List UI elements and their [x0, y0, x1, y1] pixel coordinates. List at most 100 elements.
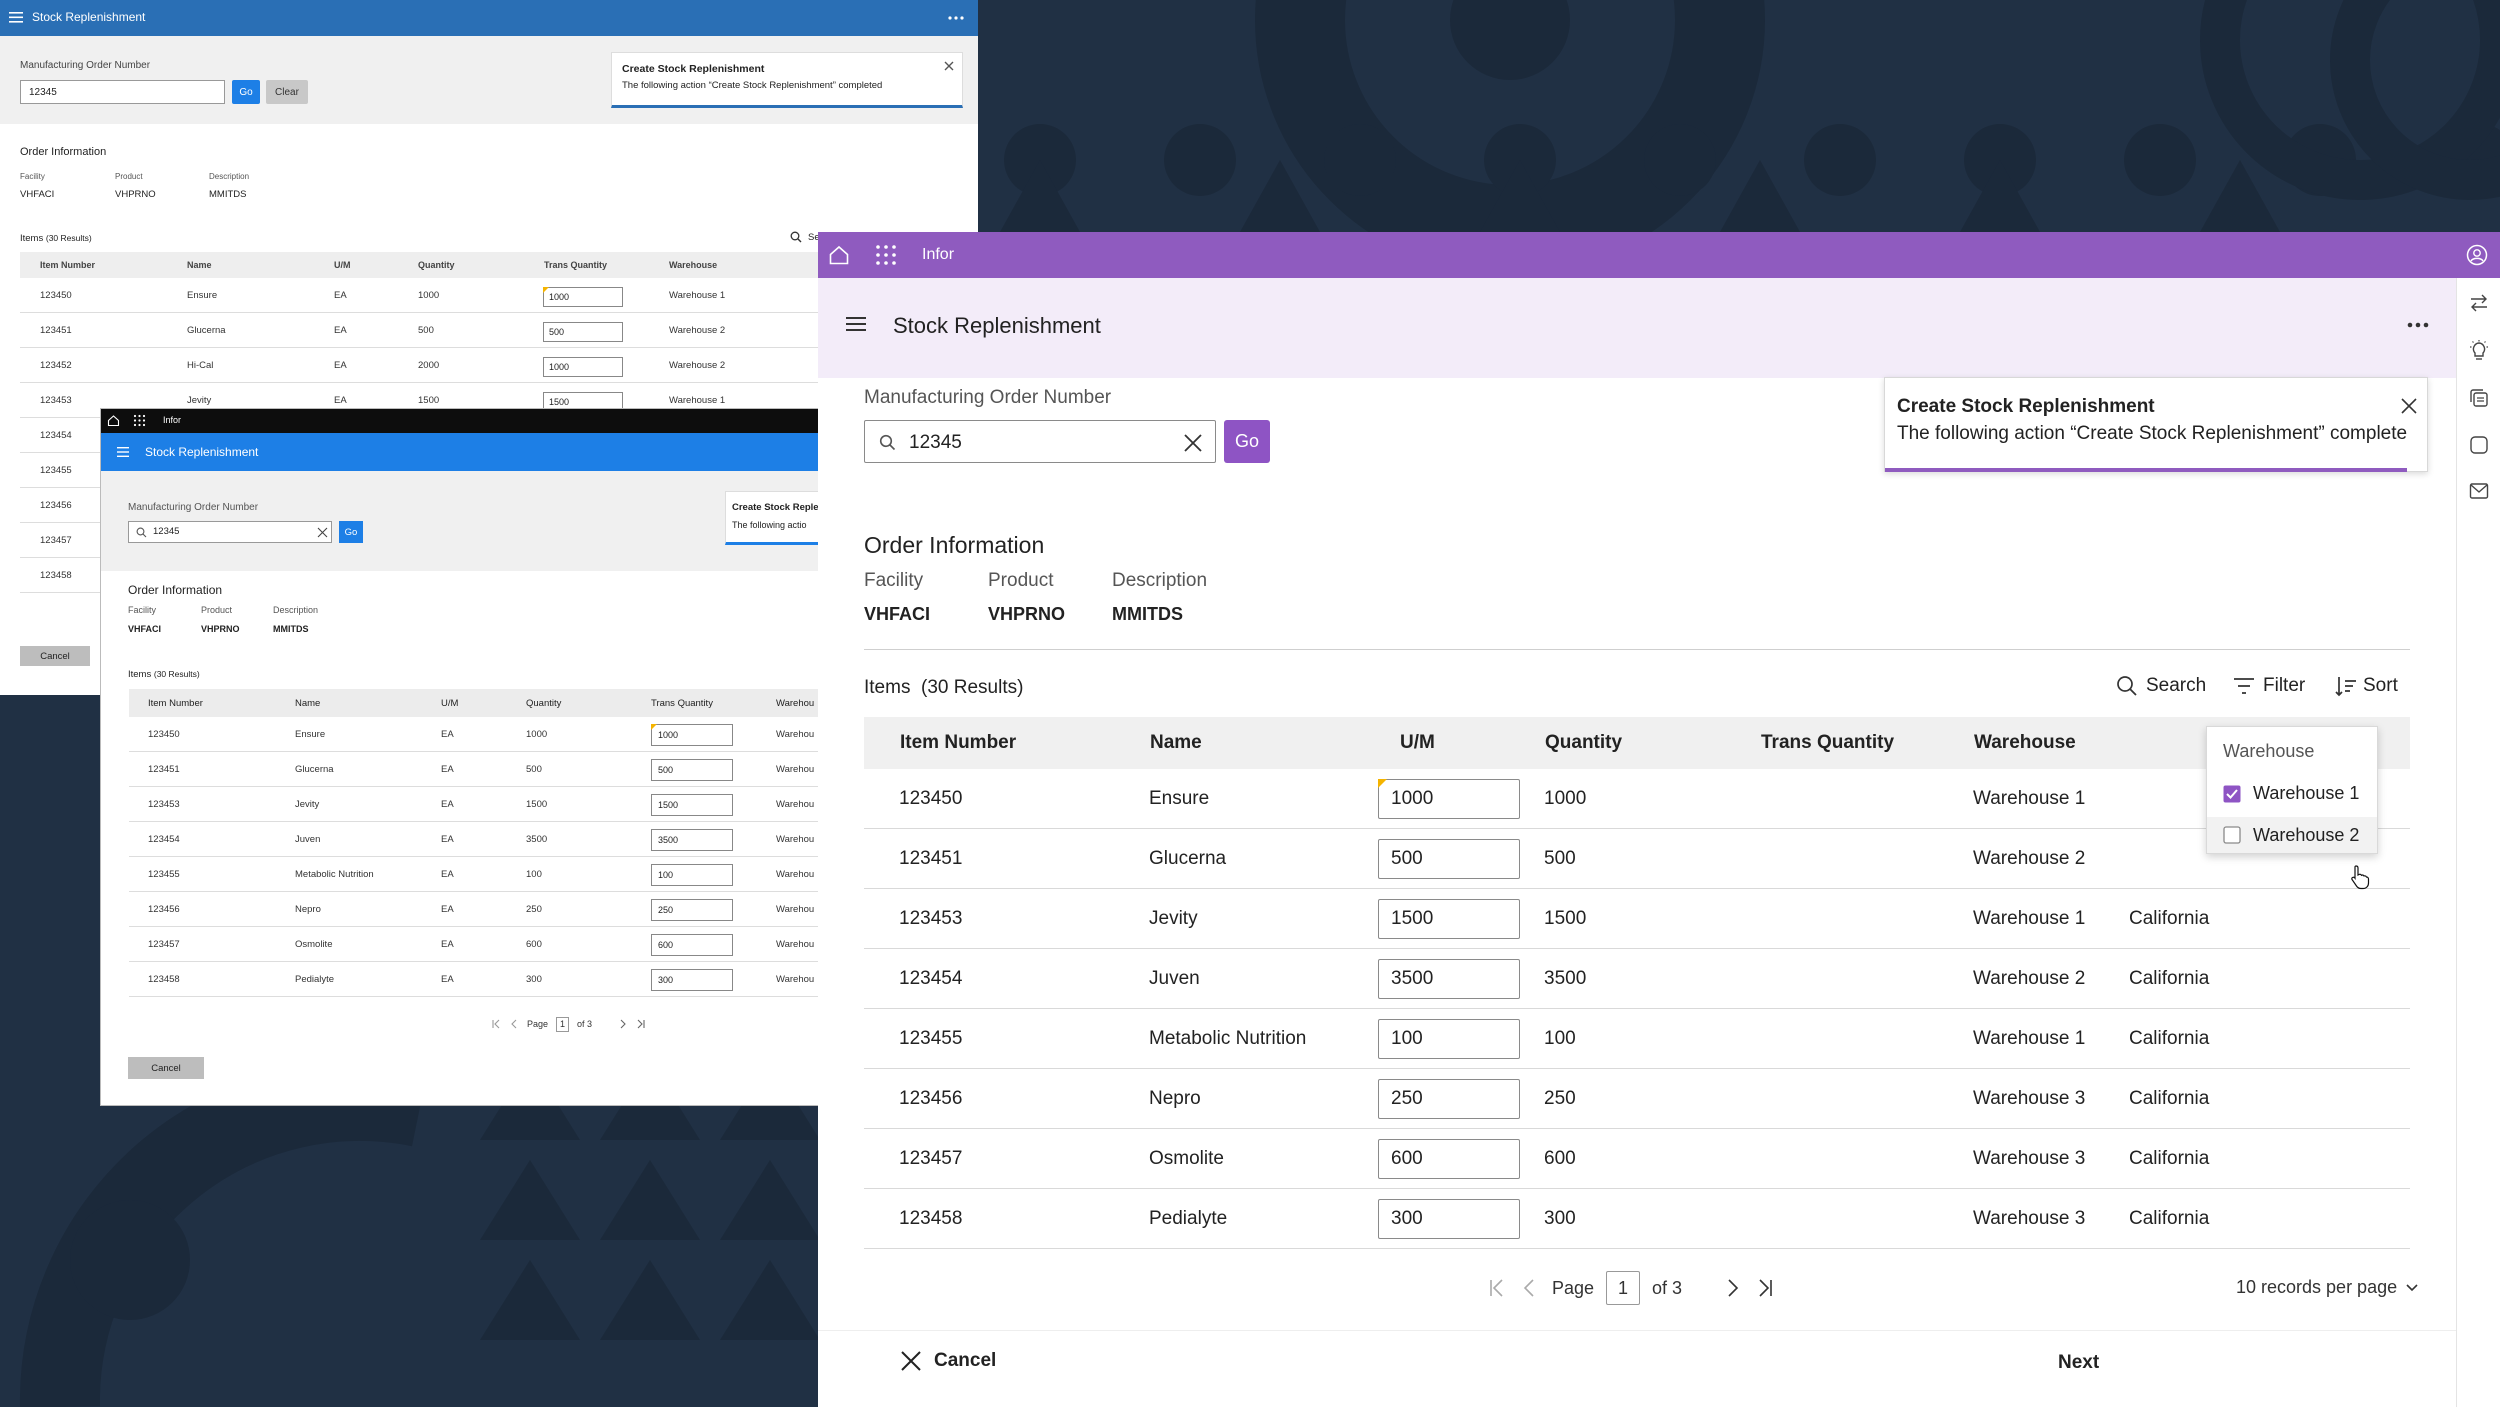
first-page-icon[interactable]	[491, 1019, 501, 1029]
cancel-button[interactable]: Cancel	[128, 1057, 204, 1079]
search-button[interactable]: Se	[790, 231, 820, 243]
col-name: Name	[187, 260, 212, 270]
trans-quantity-input[interactable]: 600	[1378, 1139, 1520, 1179]
menu-icon[interactable]	[846, 316, 866, 332]
cell-name: Juven	[295, 834, 321, 845]
copy-icon[interactable]	[2469, 388, 2489, 408]
cell-name: Ensure	[187, 290, 218, 301]
trans-quantity-input[interactable]: 1000	[543, 287, 623, 307]
search-icon	[136, 527, 147, 538]
apps-icon[interactable]	[133, 414, 146, 427]
trans-quantity-input[interactable]: 1000	[543, 357, 623, 377]
page-title: Stock Replenishment	[893, 313, 1101, 338]
trans-quantity-input[interactable]: 1500	[1378, 899, 1520, 939]
home-icon[interactable]	[828, 244, 850, 266]
go-button[interactable]: Go	[339, 521, 363, 543]
lightbulb-icon[interactable]	[2469, 340, 2489, 362]
checkbox-icon[interactable]	[2223, 826, 2241, 844]
cell-um: EA	[334, 395, 347, 406]
description-label: Description	[273, 605, 319, 615]
home-icon[interactable]	[107, 414, 120, 427]
window-middle: Infor Stock Replenishment Manufacturing …	[100, 408, 820, 1106]
trans-quantity-input[interactable]: 500	[543, 322, 623, 342]
portal-header: Infor	[818, 232, 2500, 278]
cell-item: 123456	[40, 500, 72, 511]
page-input[interactable]: 1	[556, 1016, 570, 1032]
records-per-page[interactable]: 10 records per page	[2236, 1277, 2419, 1298]
cell-warehouse: Warehouse 2	[1973, 968, 2086, 989]
filter-option-warehouse-1[interactable]: Warehouse 1	[2223, 783, 2359, 804]
user-icon[interactable]	[2466, 244, 2488, 266]
filter-option-warehouse-2[interactable]: Warehouse 2	[2207, 817, 2377, 853]
footer-divider	[818, 1330, 2456, 1331]
swap-icon[interactable]	[2469, 294, 2489, 312]
cell-item: 123456	[899, 1088, 963, 1109]
chat-icon[interactable]	[2469, 435, 2489, 455]
trans-quantity-input[interactable]: 100	[1378, 1019, 1520, 1059]
trans-quantity-input[interactable]: 300	[1378, 1199, 1520, 1239]
cell-name: Pedialyte	[1149, 1208, 1228, 1229]
order-number-input[interactable]: 12345	[864, 420, 1216, 463]
trans-quantity-input[interactable]: 250	[1378, 1079, 1520, 1119]
trans-quantity-input[interactable]: 600	[651, 934, 733, 956]
cell-item: 123451	[40, 325, 72, 336]
sort-button[interactable]: Sort	[2335, 675, 2398, 697]
toast: Create Stock Replenishment The following…	[1884, 377, 2428, 472]
toast-title: Create Stock Replenishment	[622, 63, 765, 75]
go-button[interactable]: Go	[232, 80, 260, 104]
checkbox-icon[interactable]	[2223, 785, 2241, 803]
cell-qty: 300	[1544, 1208, 1576, 1229]
trans-quantity-input[interactable]: 3500	[1378, 959, 1520, 999]
cell-item: 123458	[899, 1208, 963, 1229]
trans-quantity-input[interactable]: 1500	[651, 794, 733, 816]
more-icon[interactable]	[2407, 322, 2429, 328]
close-icon[interactable]	[317, 527, 328, 538]
clear-button[interactable]: Clear	[266, 80, 308, 104]
cell-name: Glucerna	[295, 764, 334, 775]
table-row: 123457 Osmolite EA 600 600 Warehou	[129, 927, 819, 962]
next-page-icon[interactable]	[1726, 1278, 1740, 1298]
cell-item: 123457	[899, 1148, 963, 1169]
mail-icon[interactable]	[2469, 482, 2489, 500]
trans-quantity-input[interactable]: 1000	[651, 724, 733, 746]
menu-icon[interactable]	[9, 11, 23, 23]
trans-quantity-input[interactable]: 250	[651, 899, 733, 921]
search-button[interactable]: Search	[2116, 675, 2206, 697]
filter-button[interactable]: Filter	[2233, 675, 2305, 697]
close-icon[interactable]	[944, 61, 954, 71]
page-input[interactable]: 1	[1606, 1271, 1641, 1305]
cell-item: 123450	[148, 729, 180, 740]
next-page-icon[interactable]	[618, 1019, 628, 1029]
trans-quantity-input[interactable]: 100	[651, 864, 733, 886]
order-number-input[interactable]: 12345	[20, 80, 225, 104]
cell-qty: 500	[526, 764, 542, 775]
next-button[interactable]: Next	[2058, 1352, 2100, 1373]
last-page-icon[interactable]	[636, 1019, 646, 1029]
trans-quantity-input[interactable]: 1000	[1378, 779, 1520, 819]
apps-icon[interactable]	[875, 244, 897, 266]
trans-quantity-input[interactable]: 500	[651, 759, 733, 781]
first-page-icon[interactable]	[1488, 1278, 1506, 1298]
close-icon[interactable]	[1183, 433, 1203, 453]
prev-page-icon[interactable]	[1522, 1278, 1536, 1298]
app-header: Stock Replenishment	[818, 278, 2456, 378]
prev-page-icon[interactable]	[509, 1019, 519, 1029]
order-number-input[interactable]: 12345	[128, 521, 332, 543]
go-button[interactable]: Go	[1224, 420, 1270, 463]
cancel-button[interactable]: Cancel	[20, 646, 90, 666]
menu-icon[interactable]	[117, 447, 129, 457]
table-row: 123452 Hi-Cal EA 2000 Warehouse 2 1000	[20, 348, 978, 383]
toast-progress	[1885, 468, 2407, 472]
trans-quantity-input[interactable]: 500	[1378, 839, 1520, 879]
cell-item: 123454	[899, 968, 963, 989]
more-icon[interactable]	[948, 16, 964, 20]
cancel-button[interactable]: Cancel	[900, 1350, 996, 1372]
cell-item: 123456	[148, 904, 180, 915]
last-page-icon[interactable]	[1756, 1278, 1774, 1298]
trans-quantity-input[interactable]: 3500	[651, 829, 733, 851]
trans-quantity-input[interactable]: 300	[651, 969, 733, 991]
close-icon[interactable]	[2401, 398, 2417, 414]
toast-title: Create Stock Reple	[732, 502, 819, 513]
col-warehouse: Warehou	[776, 698, 815, 709]
